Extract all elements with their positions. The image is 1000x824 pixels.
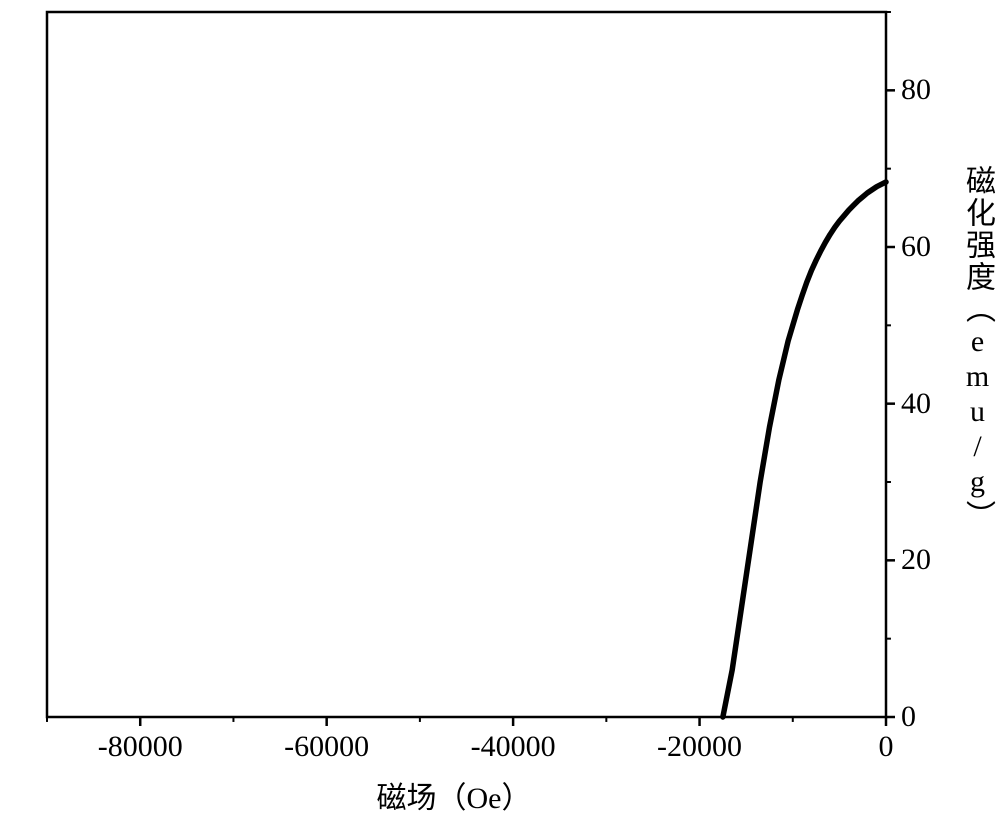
- y-tick-label: 0: [901, 700, 916, 734]
- y-axis-label: 磁化强度（emu/g）: [955, 165, 999, 532]
- data-line: [723, 182, 886, 717]
- y-tick-label: 40: [901, 387, 931, 421]
- x-tick-label: -60000: [267, 730, 387, 764]
- chart-container: -80000 -60000 -40000 -20000 00 20 40 60 80 磁场（Oe）…: [0, 0, 1000, 824]
- y-tick-label: 60: [901, 230, 931, 264]
- x-tick-label: -40000: [453, 730, 573, 764]
- y-tick-label: 80: [901, 73, 931, 107]
- x-axis-label: 磁场（Oe）: [377, 773, 532, 817]
- x-tick-label: 0: [826, 730, 946, 764]
- plot-frame: [47, 12, 886, 717]
- y-tick-label: 20: [901, 543, 931, 577]
- x-tick-label: -80000: [80, 730, 200, 764]
- chart-svg: [0, 0, 1000, 824]
- x-tick-label: -20000: [640, 730, 760, 764]
